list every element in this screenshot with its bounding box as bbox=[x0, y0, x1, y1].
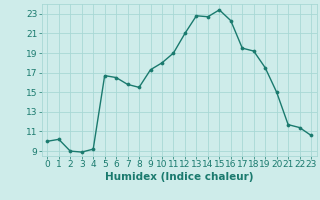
X-axis label: Humidex (Indice chaleur): Humidex (Indice chaleur) bbox=[105, 172, 253, 182]
